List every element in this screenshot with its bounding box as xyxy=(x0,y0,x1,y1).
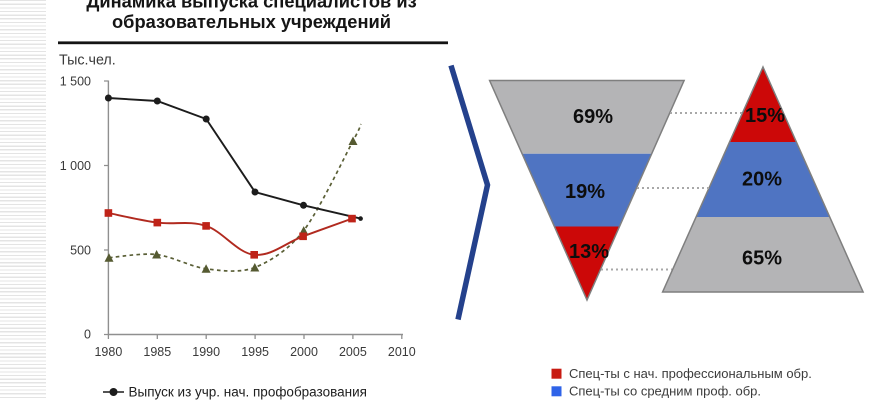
svg-text:19%: 19% xyxy=(565,181,605,203)
svg-text:1985: 1985 xyxy=(143,345,171,359)
svg-text:69%: 69% xyxy=(573,106,613,128)
svg-text:20%: 20% xyxy=(742,169,782,191)
svg-text:Динамика выпуска специалистов: Динамика выпуска специалистов из xyxy=(86,0,416,12)
svg-text:1 500: 1 500 xyxy=(60,75,91,89)
svg-text:1 000: 1 000 xyxy=(60,159,91,173)
svg-text:Выпуск из учр. нач. профобразо: Выпуск из учр. нач. профобразования xyxy=(129,385,367,400)
svg-text:13%: 13% xyxy=(569,241,609,263)
svg-text:500: 500 xyxy=(70,244,91,258)
svg-text:Спец-ты с нач. профессиональны: Спец-ты с нач. профессиональным обр. xyxy=(569,366,812,381)
svg-text:15%: 15% xyxy=(745,105,785,127)
svg-text:1990: 1990 xyxy=(192,345,220,359)
svg-text:Спец-ты со средним проф. обр.: Спец-ты со средним проф. обр. xyxy=(569,383,761,398)
svg-text:2000: 2000 xyxy=(290,345,318,359)
svg-text:0: 0 xyxy=(84,328,91,342)
svg-text:2010: 2010 xyxy=(388,345,416,359)
svg-text:2005: 2005 xyxy=(339,345,367,359)
svg-text:Тыс.чел.: Тыс.чел. xyxy=(59,53,116,69)
svg-text:65%: 65% xyxy=(742,248,782,270)
svg-text:1980: 1980 xyxy=(94,345,122,359)
svg-text:1995: 1995 xyxy=(241,345,269,359)
svg-text:образовательных учреждений: образовательных учреждений xyxy=(112,11,391,32)
